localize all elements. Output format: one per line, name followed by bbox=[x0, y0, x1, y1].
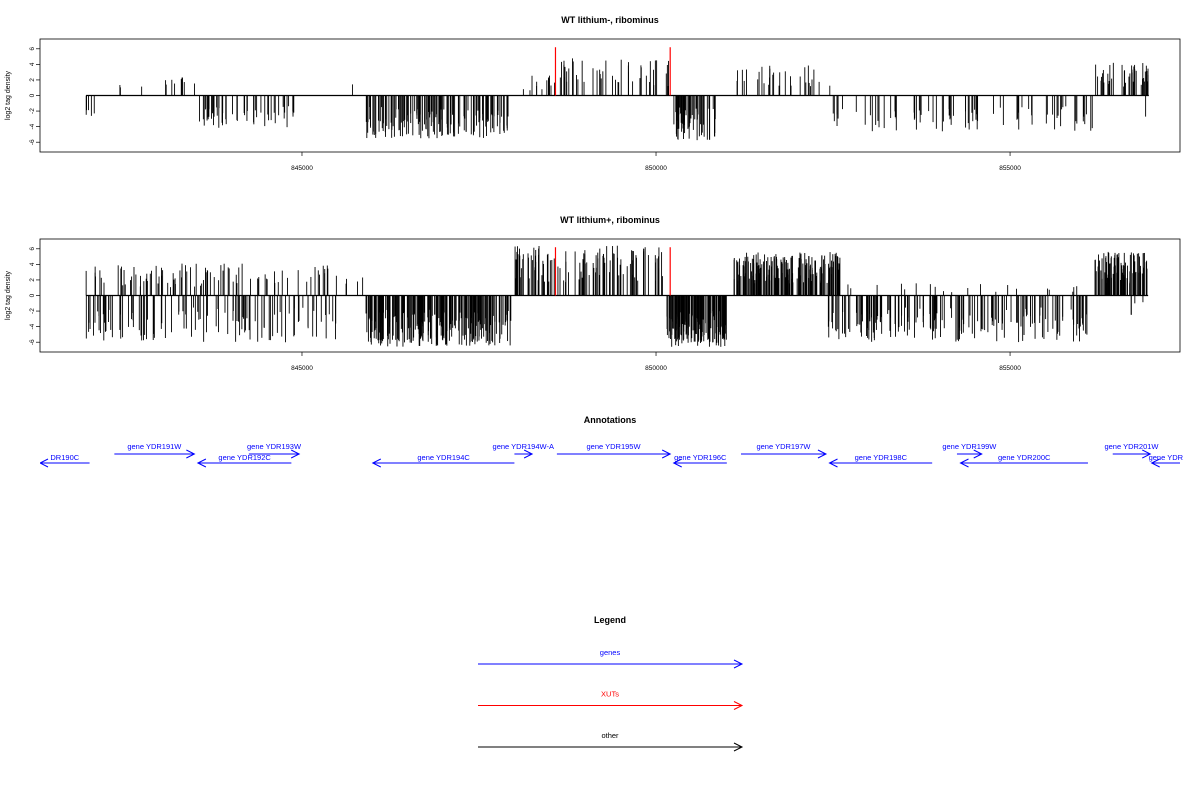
gene-label: gene YDR191W bbox=[127, 442, 182, 451]
gene-label: gene YDR196C bbox=[674, 453, 727, 462]
gene-label: gene YDR199W bbox=[942, 442, 997, 451]
gene-arrowhead bbox=[661, 449, 672, 459]
y-tick-label: 0 bbox=[29, 93, 36, 97]
x-tick-label: 855000 bbox=[999, 165, 1021, 172]
gene-arrowhead bbox=[1150, 458, 1160, 468]
gene-arrowhead bbox=[959, 458, 969, 468]
x-tick-label: 850000 bbox=[645, 365, 667, 372]
x-tick-label: 850000 bbox=[645, 165, 667, 172]
panel-title: WT lithium-, ribominus bbox=[561, 15, 659, 25]
gene-label: gene YDR194C bbox=[417, 453, 470, 462]
gene-arrowhead bbox=[672, 458, 682, 468]
legend-arrowhead bbox=[733, 659, 744, 669]
legend-arrowhead bbox=[733, 742, 744, 752]
gene-label: gene YDR192C bbox=[218, 453, 271, 462]
y-axis-label: log2 tag density bbox=[5, 70, 12, 120]
legend-item-label: genes bbox=[600, 648, 621, 657]
y-tick-label: 4 bbox=[29, 262, 36, 266]
gene-label: gene YDR195W bbox=[587, 442, 642, 451]
density-bars bbox=[85, 245, 1148, 347]
gene-arrowhead bbox=[196, 458, 207, 468]
gene-label: gene YDR bbox=[1149, 453, 1184, 462]
gene-arrowhead bbox=[371, 458, 382, 468]
annotations-title: Annotations bbox=[584, 415, 637, 425]
y-tick-label: 4 bbox=[29, 62, 36, 66]
gene-label: gene YDR200C bbox=[998, 453, 1051, 462]
gene-arrowhead bbox=[1142, 449, 1152, 459]
y-tick-label: 2 bbox=[29, 278, 36, 282]
y-tick-label: 2 bbox=[29, 78, 36, 82]
y-tick-label: 6 bbox=[29, 247, 36, 251]
gene-arrowhead bbox=[40, 458, 49, 468]
gene-label: gene YDR193W bbox=[247, 442, 302, 451]
gene-label: gene YDR194W-A bbox=[493, 442, 554, 451]
gene-label: gene YDR201W bbox=[1104, 442, 1159, 451]
panel-lithium-minus: WT lithium-, ribominus 6 4 2 0 -2 -4 -6 log2 tag… bbox=[5, 15, 1181, 172]
gene-label: DR190C bbox=[50, 453, 79, 462]
gene-arrowhead bbox=[290, 449, 301, 459]
x-tick-label: 845000 bbox=[291, 165, 313, 172]
density-bars bbox=[85, 58, 1149, 141]
panel-title: WT lithium+, ribominus bbox=[560, 215, 660, 225]
y-tick-label: -2 bbox=[29, 308, 36, 314]
y-tick-label: -6 bbox=[29, 339, 36, 345]
gene-label: gene YDR197W bbox=[756, 442, 811, 451]
gene-label: gene YDR198C bbox=[855, 453, 908, 462]
y-tick-label: 6 bbox=[29, 47, 36, 51]
y-tick-label: -4 bbox=[29, 123, 36, 129]
y-tick-label: 0 bbox=[29, 293, 36, 297]
y-tick-label: -4 bbox=[29, 323, 36, 329]
legend-panel: Legend genes XUTs other bbox=[478, 615, 744, 752]
y-axis-label: log2 tag density bbox=[5, 270, 12, 320]
annotations-panel: Annotations DR190C gene YDR191W gene YDR19… bbox=[40, 415, 1184, 468]
legend-item-label: other bbox=[601, 731, 619, 740]
gene-arrowhead bbox=[828, 458, 838, 468]
x-tick-label: 855000 bbox=[999, 365, 1021, 372]
gene-arrowhead bbox=[523, 449, 534, 459]
gene-track: DR190C gene YDR191W gene YDR192C gene YDR19… bbox=[40, 442, 1184, 468]
y-tick-label: -6 bbox=[29, 139, 36, 145]
gene-arrowhead bbox=[186, 449, 196, 459]
legend-title: Legend bbox=[594, 615, 626, 625]
x-tick-label: 845000 bbox=[291, 365, 313, 372]
legend-item-label: XUTs bbox=[601, 690, 619, 699]
legend-arrowhead bbox=[733, 701, 744, 710]
gene-arrowhead bbox=[973, 449, 983, 459]
gene-arrowhead bbox=[817, 449, 828, 459]
panel-lithium-plus: WT lithium+, ribominus 6 4 2 0 -2 -4 -6 log2 tag… bbox=[5, 215, 1181, 372]
y-tick-label: -2 bbox=[29, 108, 36, 114]
